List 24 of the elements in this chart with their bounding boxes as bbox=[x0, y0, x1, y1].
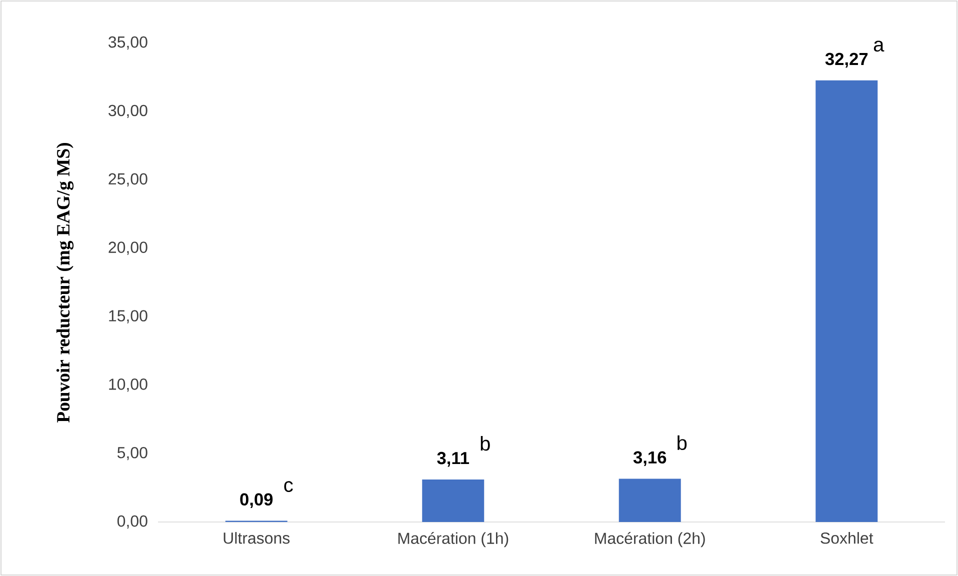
data-label: 32,27 bbox=[825, 52, 868, 68]
annotation: c bbox=[284, 481, 293, 492]
bar bbox=[618, 478, 681, 522]
y-tick-label: 20,00 bbox=[108, 242, 148, 255]
data-label: 3,16 bbox=[633, 451, 666, 466]
x-tick-label: Macération (1h) bbox=[398, 532, 508, 548]
data-label: 0,09 bbox=[240, 493, 273, 508]
y-tick-label: 10,00 bbox=[109, 378, 148, 392]
data-label: 3,11 bbox=[437, 452, 470, 467]
x-tick-label: Ultrasons bbox=[224, 532, 290, 544]
y-tick-label: 0,00 bbox=[117, 515, 148, 529]
y-axis-title: Pouvoir reducteur (mg EAG/g MS) bbox=[56, 143, 74, 423]
bar bbox=[422, 479, 484, 522]
y-tick-label: 5,00 bbox=[117, 446, 148, 460]
y-tick-label: 15,00 bbox=[109, 310, 148, 324]
y-tick-label: 25,00 bbox=[108, 173, 148, 186]
y-tick-label: 35,00 bbox=[108, 36, 148, 50]
annotation: a bbox=[874, 40, 884, 52]
x-tick-label: Soxhlet bbox=[820, 532, 874, 544]
x-tick-label: Macération (2h) bbox=[595, 532, 705, 548]
annotation: b bbox=[480, 436, 490, 451]
y-tick-label: 30,00 bbox=[108, 104, 148, 118]
annotation: b bbox=[678, 435, 687, 450]
bar bbox=[816, 80, 878, 522]
